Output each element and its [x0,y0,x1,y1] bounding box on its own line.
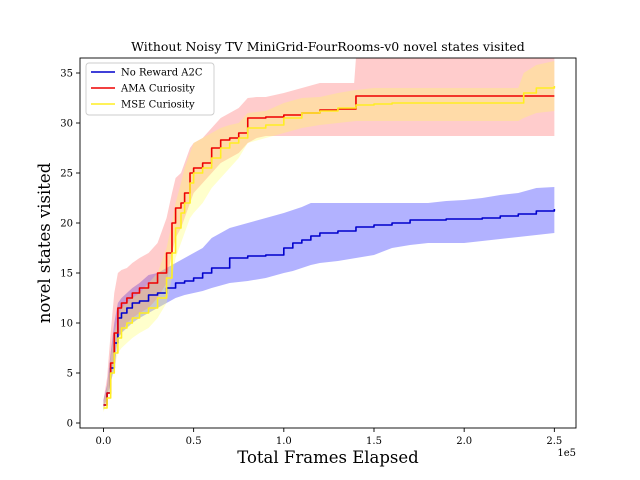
confidence-band-ama-curiosity [103,58,555,410]
series-line-no-reward-a2c [103,209,556,406]
confidence-band-no-reward-a2c [103,187,555,410]
y-tick-label: 5 [67,369,73,380]
legend-label-no-reward-a2c: No Reward A2C [121,68,203,79]
chart-title: Without Noisy TV MiniGrid-FourRooms-v0 n… [131,39,525,54]
axis-ticks: 0.0 0.5 1.0 1.5 2.0 2.5 0 5 10 15 20 25 30 35 [60,69,562,448]
y-tick-label: 35 [60,69,73,80]
y-tick-label: 20 [60,219,73,230]
axes-frame [79,57,577,429]
plot-area [103,58,556,412]
x-tick-label: 2.0 [456,436,472,447]
x-axis-offset-text: 1e5 [557,448,576,459]
x-tick-label: 0.5 [186,436,202,447]
y-tick-label: 15 [60,269,73,280]
legend-label-ama-curiosity: AMA Curiosity [120,84,195,95]
x-tick-label: 1.5 [366,436,382,447]
legend-box [85,62,215,116]
x-axis-label: Total Frames Elapsed [237,448,419,467]
y-tick-label: 30 [60,119,73,130]
series-line-mse-curiosity [103,86,556,409]
legend: No Reward A2C AMA Curiosity MSE Curiosity [85,62,215,116]
x-tick-label: 1.0 [276,436,292,447]
y-tick-label: 0 [67,419,73,430]
legend-label-mse-curiosity: MSE Curiosity [121,100,195,111]
x-tick-label: 2.5 [546,436,562,447]
y-tick-label: 10 [60,319,73,330]
y-tick-label: 25 [60,169,73,180]
y-axis-label: novel states visited [35,162,54,323]
x-tick-label: 0.0 [95,436,111,447]
